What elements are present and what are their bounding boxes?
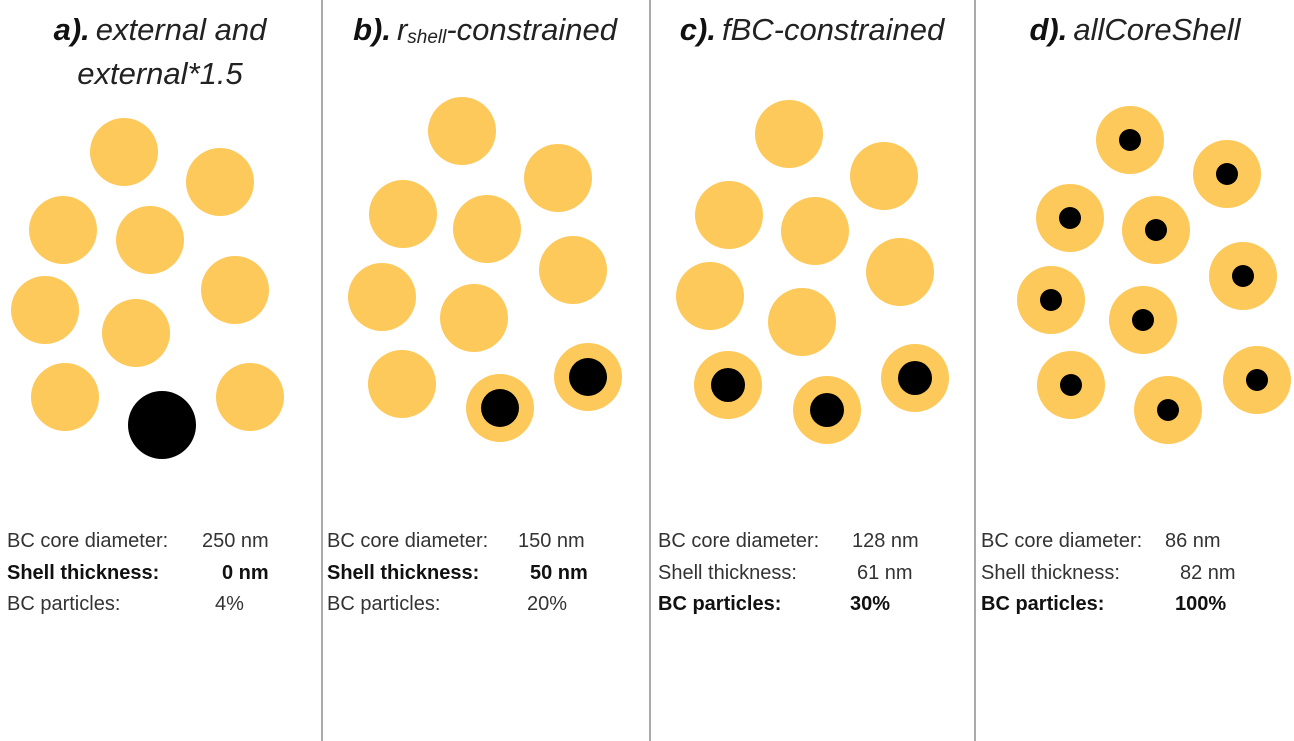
particle [368,350,436,418]
particle [695,181,763,249]
stat-label: BC core diameter: [7,530,168,553]
stat-label: BC particles: [981,593,1104,616]
particle [755,100,823,168]
particle [453,195,521,263]
particle [201,256,269,324]
stat-label: BC core diameter: [327,530,488,553]
panel-label: a). [54,12,90,47]
title-subscript: shell [407,27,446,48]
particle [539,236,607,304]
particle [216,363,284,431]
panel-title: a).external and external*1.5 [10,8,310,96]
particle [1157,399,1179,421]
particle [810,393,844,427]
particle [428,97,496,165]
figure: a).external and external*1.5 b).rshell-c… [0,0,1294,741]
particle [524,144,592,212]
stat-value: 4% [215,593,244,616]
particle [676,262,744,330]
stat-label: BC core diameter: [981,530,1142,553]
particle [850,142,918,210]
particle [898,361,932,395]
stat-label: BC particles: [7,593,120,616]
stat-label: BC particles: [327,593,440,616]
particle [1145,219,1167,241]
particle [29,196,97,264]
stat-value: 128 nm [852,530,919,553]
stat-label: Shell thickness: [658,562,797,585]
particle [481,389,519,427]
stat-value: 50 nm [530,562,588,585]
particle [866,238,934,306]
panel-label: d). [1029,12,1067,47]
title-text: r [397,12,407,47]
particle [768,288,836,356]
particle [781,197,849,265]
stat-value: 82 nm [1180,562,1236,585]
stat-value: 100% [1175,593,1226,616]
particle [1059,207,1081,229]
particle [369,180,437,248]
stat-value: 250 nm [202,530,269,553]
particle [1216,163,1238,185]
particle [128,391,196,459]
stat-label: Shell thickness: [327,562,479,585]
particle [440,284,508,352]
particle [11,276,79,344]
stat-label: BC particles: [658,593,781,616]
panel-title: b).rshell-constrained [335,8,635,60]
title-text: -constrained [446,12,617,47]
stat-label: Shell thickness: [7,562,159,585]
stat-label: BC core diameter: [658,530,819,553]
particle [116,206,184,274]
particle [186,148,254,216]
stat-value: 86 nm [1165,530,1221,553]
stat-label: Shell thickness: [981,562,1120,585]
particle [31,363,99,431]
panel-title: c).fBC-constrained [662,8,962,52]
stat-value: 0 nm [222,562,269,585]
particle [1119,129,1141,151]
particle [102,299,170,367]
particle [711,368,745,402]
particle [1246,369,1268,391]
stat-value: 150 nm [518,530,585,553]
panel-title: d).allCoreShell [985,8,1285,52]
particle [1040,289,1062,311]
stat-value: 61 nm [857,562,913,585]
particle [1232,265,1254,287]
title-text: external and external*1.5 [77,12,266,91]
particle [1132,309,1154,331]
title-text: fBC-constrained [722,12,944,47]
panel-label: c). [680,12,716,47]
particle [569,358,607,396]
particle [90,118,158,186]
particle [348,263,416,331]
panel-label: b). [353,12,391,47]
stat-value: 30% [850,593,890,616]
diagram [0,0,1294,741]
particle [1060,374,1082,396]
stat-value: 20% [527,593,567,616]
title-text: allCoreShell [1073,12,1240,47]
